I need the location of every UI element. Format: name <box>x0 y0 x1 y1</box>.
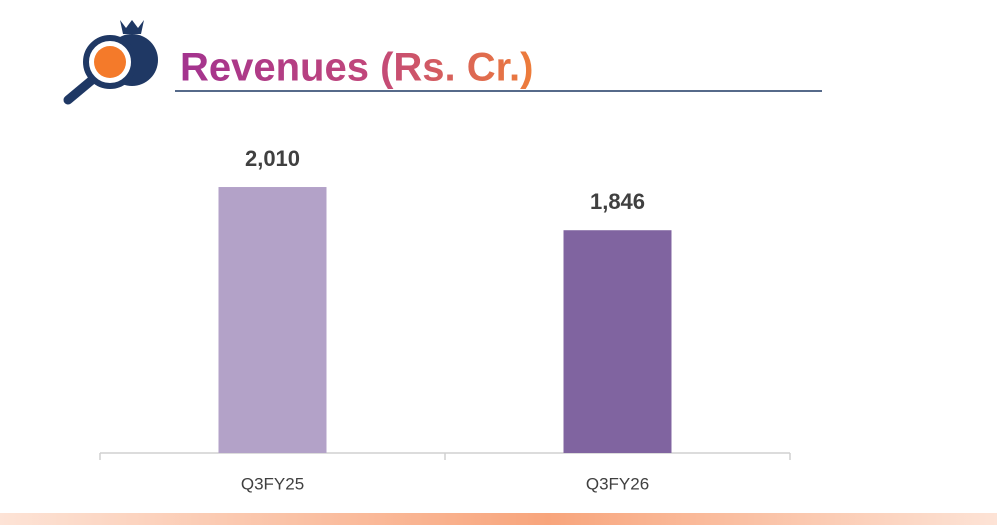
title-icon <box>63 20 158 105</box>
data-label: 2,010 <box>245 146 300 171</box>
footer-strip <box>0 513 997 525</box>
data-label: 1,846 <box>590 189 645 214</box>
x-tick-label: Q3FY26 <box>586 474 649 493</box>
plot-area: Q3FY25 2,010 Q3FY26 1,846 <box>99 146 791 493</box>
bar <box>563 230 672 453</box>
chart-title: Revenues (Rs. Cr.) <box>180 46 533 90</box>
x-tick-label: Q3FY25 <box>241 474 304 493</box>
bar <box>218 187 327 454</box>
